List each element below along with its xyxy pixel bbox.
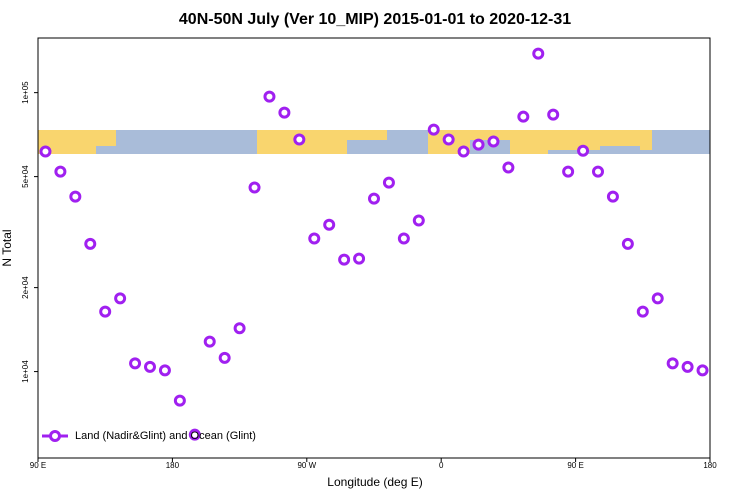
x-tick-label: 0 <box>439 461 444 470</box>
point <box>666 357 679 370</box>
point <box>547 108 560 121</box>
point <box>651 292 664 305</box>
point <box>382 176 395 189</box>
y-tick-label: 2e+04 <box>21 276 30 299</box>
x-tick-label: 90 E <box>30 461 46 470</box>
point <box>144 360 156 373</box>
point <box>248 181 261 194</box>
point <box>158 364 171 377</box>
point <box>218 351 231 364</box>
x-axis-label: Longitude (deg E) <box>327 475 422 489</box>
point <box>129 357 142 370</box>
legend-marker <box>49 430 61 442</box>
point <box>487 135 500 148</box>
point <box>517 110 530 123</box>
point <box>442 133 455 146</box>
point <box>308 232 321 245</box>
point <box>323 218 336 231</box>
point <box>532 47 545 60</box>
point <box>54 165 67 178</box>
point <box>173 394 186 407</box>
point <box>99 305 112 318</box>
point <box>681 360 694 373</box>
point <box>696 364 709 377</box>
x-tick-label: 90 W <box>297 461 316 470</box>
y-tick-label: 1e+04 <box>21 360 30 383</box>
legend-label: Land (Nadir&Glint) and Ocean (Glint) <box>75 430 256 442</box>
point <box>427 123 440 136</box>
point <box>188 428 201 441</box>
point <box>293 133 306 146</box>
point <box>577 144 590 157</box>
y-axis-label: N Total <box>0 229 14 266</box>
point <box>353 252 366 265</box>
point <box>39 145 52 158</box>
point <box>502 161 515 174</box>
point <box>397 232 410 245</box>
point <box>263 90 276 103</box>
point <box>412 214 425 227</box>
point <box>562 165 575 178</box>
chart-title: 40N-50N July (Ver 10_MIP) 2015-01-01 to … <box>179 11 571 28</box>
point <box>203 335 216 348</box>
x-tick-label: 90 E <box>567 461 583 470</box>
point <box>368 192 380 205</box>
point <box>457 145 470 158</box>
y-tick-label: 1e+05 <box>21 81 30 104</box>
point <box>338 253 351 266</box>
plot-frame <box>37 37 711 459</box>
point <box>114 292 127 305</box>
point <box>592 165 604 178</box>
point <box>472 138 485 151</box>
point <box>636 305 649 318</box>
point <box>69 190 82 203</box>
point <box>233 322 246 335</box>
point <box>621 237 634 250</box>
point <box>84 237 97 250</box>
map-strip <box>38 130 710 154</box>
x-tick-label: 180 <box>166 461 180 470</box>
point <box>278 106 291 119</box>
x-tick-label: 180 <box>703 461 717 470</box>
point <box>606 190 619 203</box>
y-tick-label: 5e+04 <box>21 165 30 188</box>
